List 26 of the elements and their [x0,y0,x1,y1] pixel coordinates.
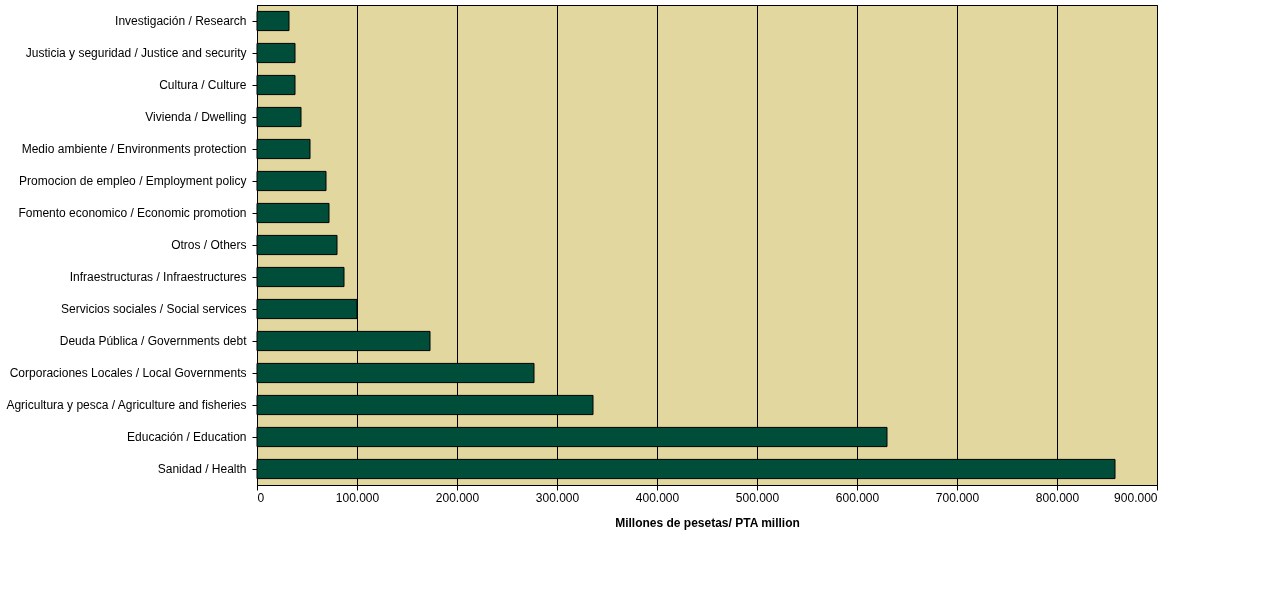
x-axis-title: Millones de pesetas/ PTA million [615,515,800,530]
y-tick-label: Medio ambiente / Environments protection [21,142,247,156]
x-tick-label: 700.000 [935,490,980,505]
x-tick-label: 800.000 [1035,490,1080,505]
x-tick-label: 900.000 [1114,490,1158,505]
x-tick-label: 200.000 [435,490,480,505]
x-tick-label: 0 [257,490,265,505]
y-tick-label: Fomento economico / Economic promotion [18,206,247,220]
x-tick-label: 400.000 [635,490,680,505]
x-tick-label: 300.000 [535,490,580,505]
x-tick-label: 100.000 [335,490,380,505]
y-tick-label: Infraestructuras / Infraestructures [69,270,247,284]
y-tick-label: Corporaciones Locales / Local Governments [9,366,247,380]
y-tick-label: Educación / Education [127,430,247,444]
y-tick-label: Deuda Pública / Governments debt [59,334,248,348]
y-tick-label: Promocion de empleo / Employment policy [19,174,247,188]
y-tick-label: Otros / Others [171,238,247,252]
y-tick-label: Sanidad / Health [157,462,247,476]
y-tick-label: Servicios sociales / Social services [61,302,247,316]
y-tick-label: Cultura / Culture [159,78,247,92]
y-tick-label: Vivienda / Dwelling [145,110,247,124]
x-tick-label: 600.000 [835,490,880,505]
y-tick-label: Agricultura y pesca / Agriculture and fisheries [6,398,247,412]
x-tick-label: 500.000 [735,490,780,505]
y-tick-label: Investigación / Research [115,14,247,28]
y-tick-label: Justicia y seguridad / Justice and security [25,46,247,60]
